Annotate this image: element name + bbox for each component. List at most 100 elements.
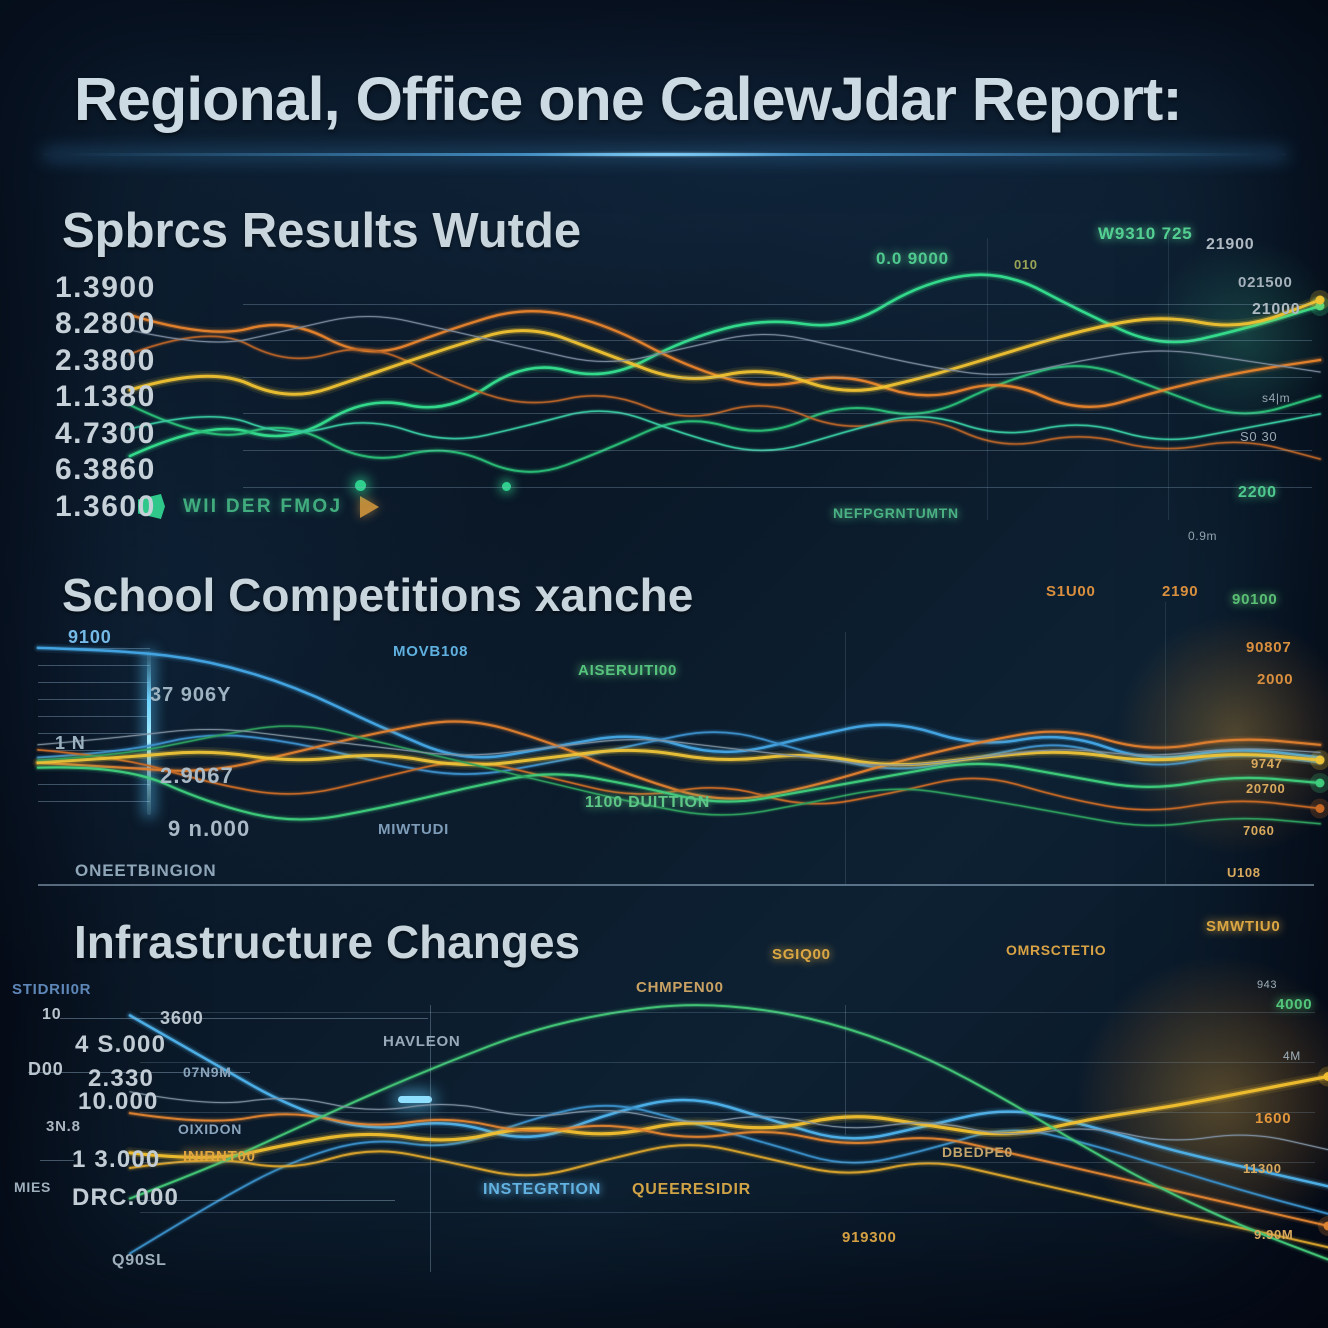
chart-annotation-label: NEFPGRNTUMTN — [833, 505, 959, 521]
chart-annotation-label: 0.9m — [1188, 529, 1218, 543]
chart-annotation-label: 4 S.000 — [75, 1031, 167, 1058]
chart-annotation-label: 4000 — [1276, 996, 1313, 1013]
chart-annotation-label: 0.0 9000 — [876, 249, 949, 268]
chart-annotation-label: 11300 — [1243, 1161, 1282, 1176]
series-endpoint-dot — [1323, 1072, 1328, 1081]
chart-annotation-label: 20700 — [1246, 781, 1286, 796]
series-endpoint-dot — [1315, 755, 1325, 765]
chart-annotation-label: S1U00 — [1046, 583, 1096, 600]
chart-annotation-label: 1100 DUITTION — [585, 794, 711, 811]
chart-annotation-label: 021500 — [1238, 274, 1293, 291]
vertical-gridline — [845, 632, 846, 884]
chart-annotation-label: 1.3900 — [55, 271, 156, 304]
chart-annotation-label: HAVLEON — [383, 1033, 461, 1050]
chart-annotation-label: 4M — [1283, 1049, 1301, 1063]
series-gold-bright — [128, 1074, 1328, 1159]
axis-glow-dot — [502, 482, 511, 491]
chart-annotation-label: 1600 — [1255, 1110, 1292, 1127]
series-blue-dim — [37, 731, 1321, 775]
chart-annotation-label: 9100 — [68, 627, 112, 647]
series-gray-thin — [129, 316, 1321, 375]
chart-annotation-label: 2.3800 — [55, 344, 156, 377]
chart-annotation-label: 3600 — [160, 1008, 204, 1028]
chart-annotation-label: 2000 — [1257, 671, 1294, 688]
chart-annotation-label: 919300 — [842, 1229, 897, 1246]
chart-annotation-label: 07N9M — [183, 1064, 232, 1080]
gridline — [243, 340, 1312, 341]
vertical-gridline — [1165, 602, 1166, 884]
series-teal-thin — [129, 410, 1321, 452]
series-yellow-bright — [128, 298, 1322, 396]
chart-annotation-label: CHMPEN00 — [636, 979, 724, 996]
infra-section-heading: Infrastructure Changes — [74, 916, 581, 968]
series-orange — [129, 1112, 1328, 1227]
chart-annotation-label: 6.3860 — [55, 453, 156, 486]
chart-annotation-label: SGIQ00 — [772, 946, 831, 963]
gridline — [243, 304, 1312, 305]
chart-annotation-label: W9310 725 — [1098, 224, 1193, 243]
series-endpoint-dot — [1315, 778, 1325, 788]
chart-annotation-label: 2.330 — [88, 1065, 155, 1092]
chart-annotation-label: 9 n.000 — [168, 816, 251, 841]
chart-annotation-label: S0 30 — [1240, 429, 1278, 444]
chart-annotation-label: s4|m — [1262, 391, 1291, 405]
chart-annotation-label: SMWTIU0 — [1206, 918, 1281, 935]
legend-triangle-icon — [360, 495, 380, 518]
series-gold-bright — [36, 748, 1322, 767]
gridline — [140, 1112, 1315, 1113]
chart-annotation-label: INSTEGRTION — [483, 1181, 602, 1198]
series-endpoint-dot — [1318, 1215, 1328, 1236]
chart-annotation-label: 1 3.000 — [72, 1146, 161, 1173]
series-endpoint-dot — [1323, 1221, 1328, 1231]
chart-annotation-label: 21000 — [1252, 301, 1301, 318]
chart-annotation-label: 943 — [1257, 979, 1278, 991]
label-leader-line — [60, 1018, 428, 1019]
axis-glow-dot — [355, 480, 366, 491]
series-green-dim — [37, 725, 1321, 827]
chart-annotation-label: ONEETBINGION — [75, 861, 217, 880]
school-bottom-axis — [38, 884, 1314, 886]
gridline — [140, 1162, 1315, 1163]
vertical-gridline — [845, 1005, 846, 1135]
gridline — [140, 1012, 1315, 1013]
infra-line-chart — [124, 1001, 1328, 1264]
chart-annotation-label: STIDRII0R — [12, 981, 92, 998]
gridline — [243, 450, 1312, 451]
legend-label: WII DER FMOJ — [183, 495, 343, 517]
school-left-axis-ticks — [38, 648, 150, 816]
chart-annotation-label: D00 — [28, 1059, 64, 1079]
vertical-gridline — [987, 238, 988, 520]
sports-section-heading: Spbrcs Results Wutde — [62, 204, 582, 258]
chart-annotation-label: MIES — [14, 1179, 52, 1195]
series-blue-dim — [129, 1104, 1328, 1255]
chart-annotation-label: AISERUITI00 — [578, 662, 678, 679]
series-green-arc — [129, 1004, 1328, 1261]
chart-annotation-label: 1.1380 — [55, 380, 156, 413]
title-divider — [44, 152, 1286, 157]
chart-annotation-label: INIRNT00 — [183, 1148, 256, 1165]
chart-annotation-label: 37 906Y — [150, 684, 232, 706]
label-leader-line — [28, 1072, 250, 1073]
chart-annotation-label: 9.90M — [1254, 1227, 1294, 1242]
chart-annotation-label: 4.7300 — [55, 417, 156, 450]
chart-annotation-label: OMRSCTETIO — [1006, 942, 1107, 958]
chart-annotation-label: MIWTUDI — [378, 821, 450, 838]
label-leader-line — [138, 1200, 395, 1201]
chart-annotation-label: 1.3600 — [55, 490, 156, 523]
chart-annotation-label: 90100 — [1232, 591, 1278, 608]
series-gray-thin — [37, 728, 1321, 766]
school-line-chart — [32, 643, 1328, 829]
chart-annotation-label: OIXIDON — [178, 1121, 243, 1137]
gridline — [140, 1212, 1315, 1213]
vertical-gridline — [1168, 228, 1169, 520]
infra-cyan-marker — [398, 1096, 432, 1103]
series-orange-dim — [129, 335, 1321, 460]
chart-annotation-label: MOVB108 — [393, 643, 469, 660]
vertical-gridline — [430, 1005, 431, 1272]
chart-annotation-label: 10.000 — [78, 1088, 159, 1115]
chart-annotation-label: 010 — [1014, 257, 1038, 272]
chart-annotation-label: 7060 — [1243, 823, 1275, 838]
gridline — [243, 487, 1312, 488]
sports-legend: WII DER FMOJ — [138, 494, 380, 519]
chart-annotation-label: 90807 — [1246, 639, 1292, 656]
